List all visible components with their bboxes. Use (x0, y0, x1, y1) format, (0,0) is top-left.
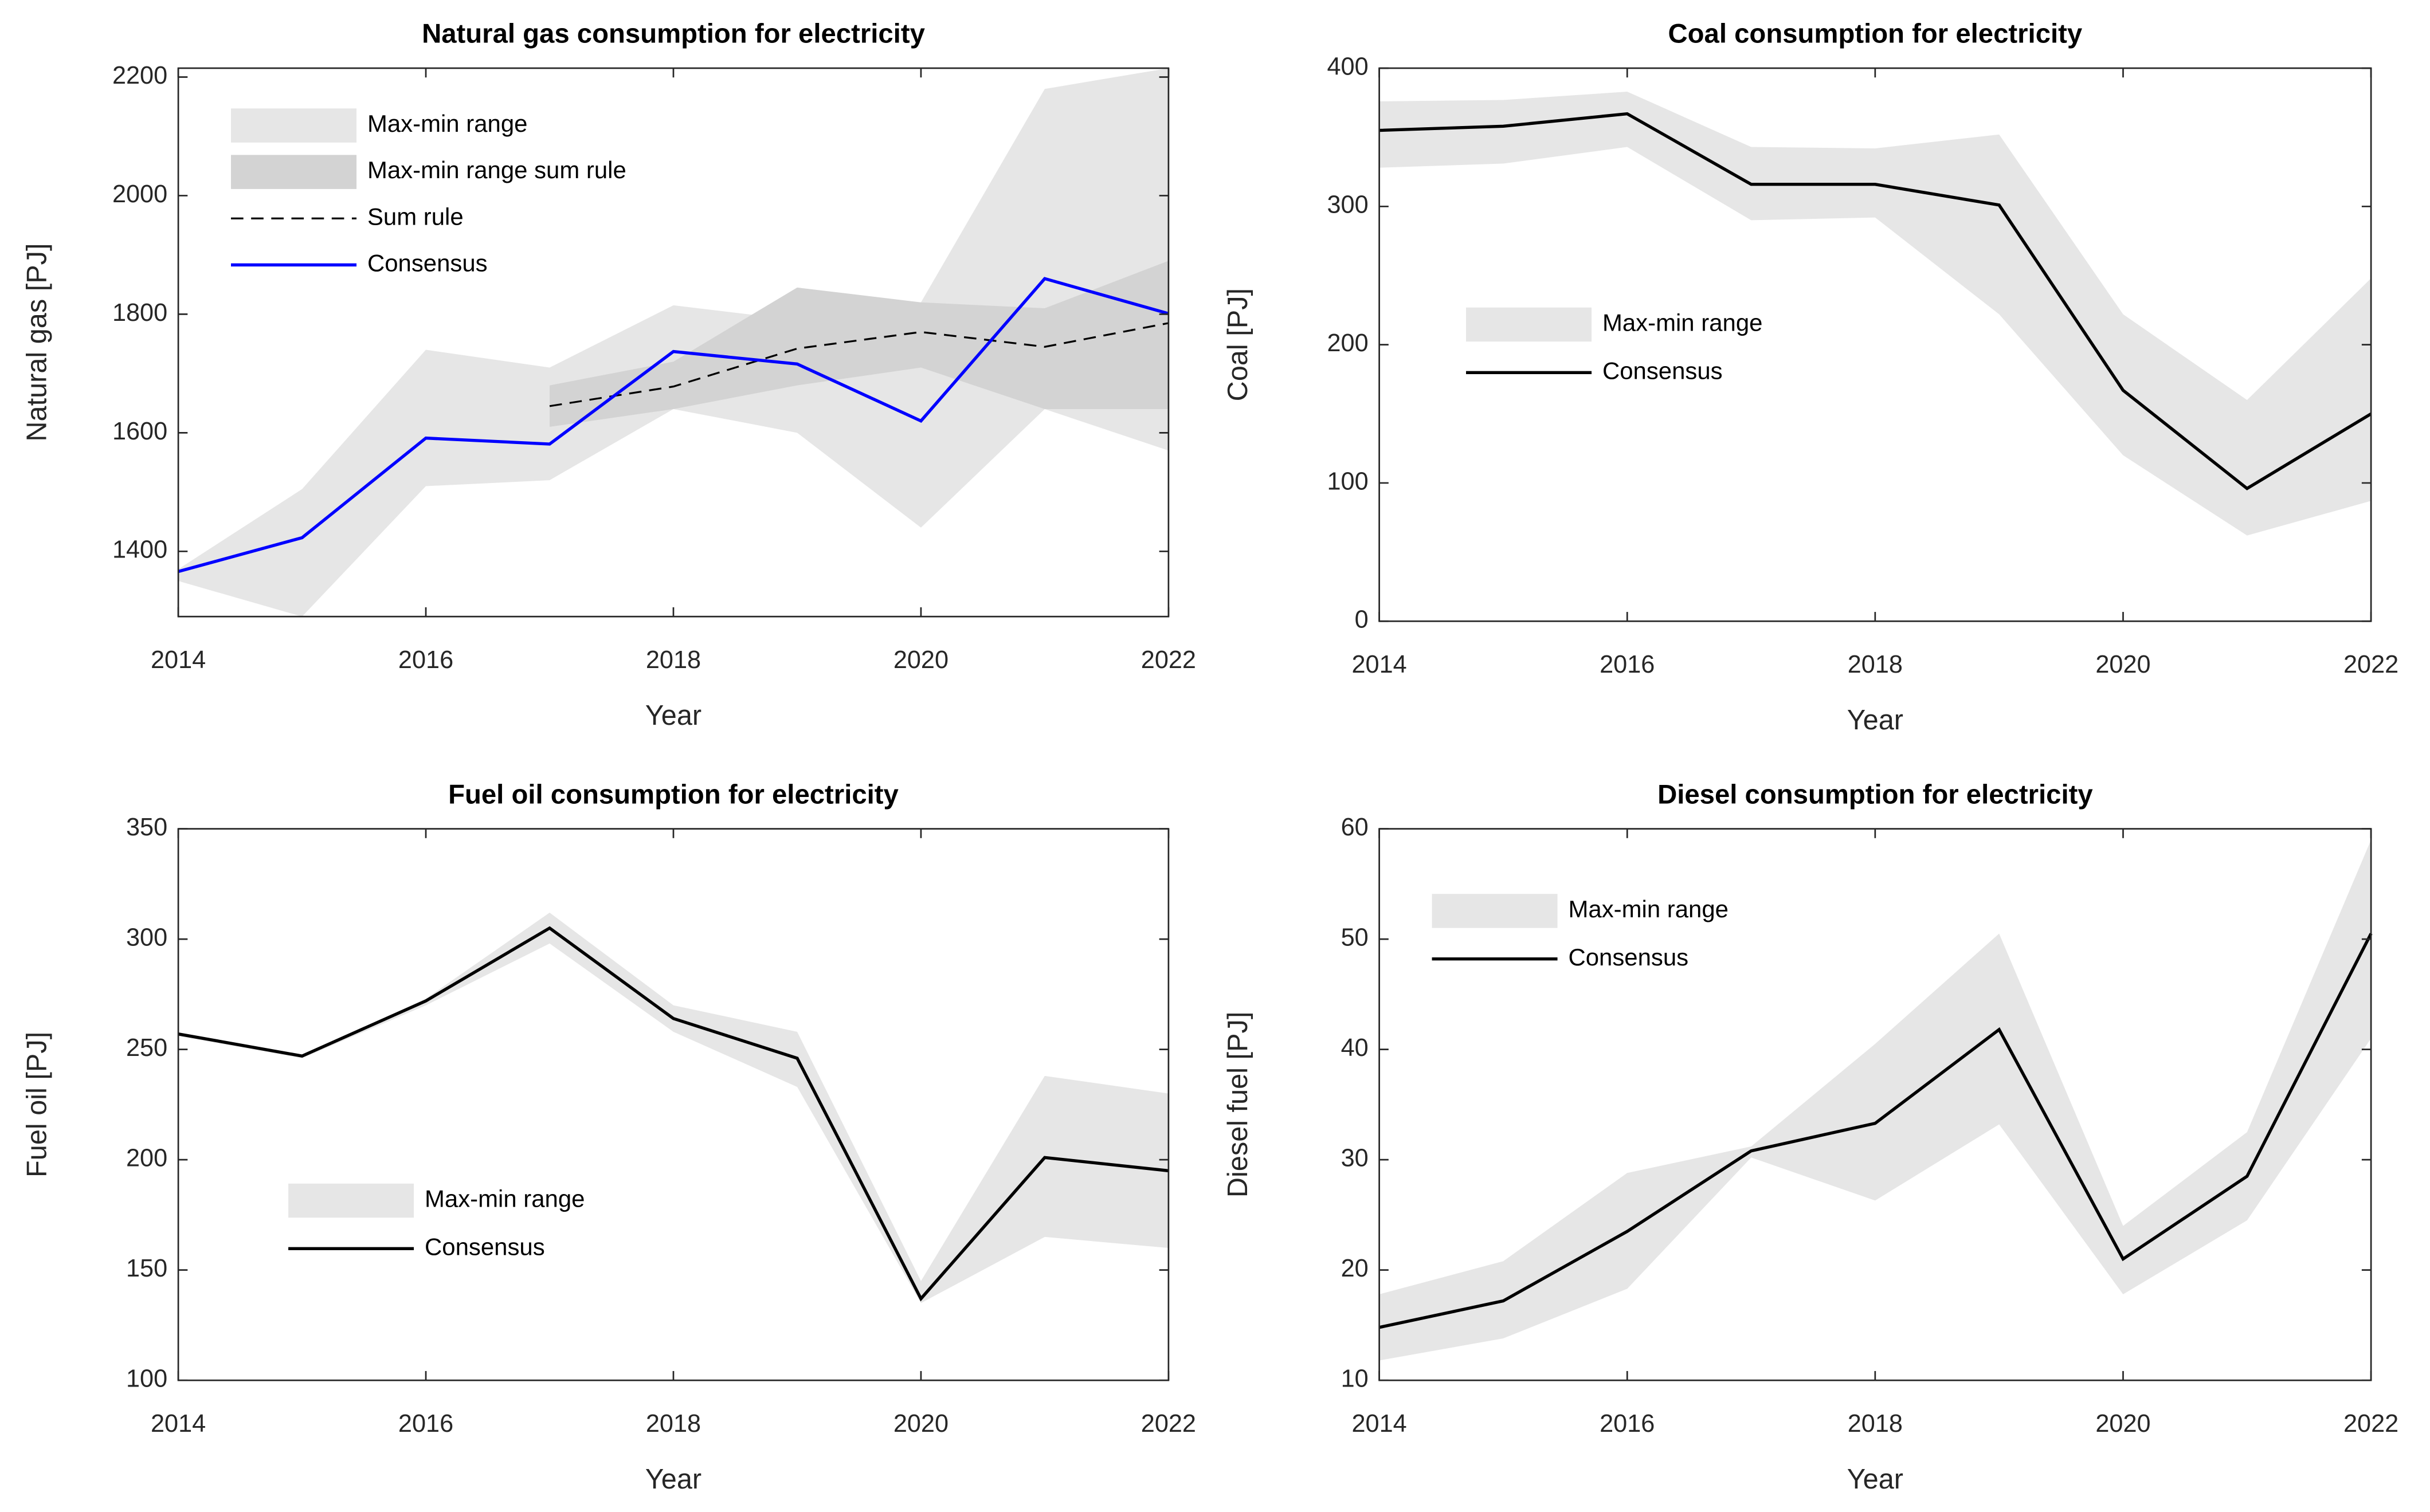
subplot: 2014 2016 2018 2020 2022 100 150 200 250 300 350 Fu… (22, 779, 1196, 1494)
legend-label: Consensus (1568, 944, 1688, 971)
x-tick-label: 2022 (1141, 646, 1196, 674)
y-tick-label: 2200 (112, 62, 167, 89)
y-tick-label: 0 (1355, 606, 1369, 634)
y-axis-label: Diesel fuel [PJ] (1222, 1012, 1253, 1198)
chart-title: Fuel oil consumption for electricity (448, 779, 899, 810)
x-tick-label: 2018 (646, 1410, 701, 1438)
x-tick-label: 2022 (2343, 651, 2398, 678)
y-axis-label: Natural gas [PJ] (22, 243, 53, 441)
x-tick-label: 2020 (893, 646, 949, 674)
legend-label: Consensus (425, 1233, 545, 1260)
legend-label: Max-min range (1602, 309, 1762, 336)
x-tick-label: 2020 (893, 1410, 949, 1438)
x-tick-label: 2014 (151, 646, 206, 674)
subplot: 2014 2016 2018 2020 2022 10 20 30 40 50 60 Diesel c… (1222, 779, 2398, 1494)
y-tick-label: 1800 (112, 299, 167, 327)
x-tick-label: 2022 (1141, 1410, 1196, 1438)
legend-swatch (231, 155, 357, 189)
x-tick-label: 2018 (646, 646, 701, 674)
x-tick-label: 2016 (398, 1410, 453, 1438)
series-line (1379, 933, 2373, 1329)
legend-swatch (1466, 307, 1592, 342)
y-tick-label: 100 (126, 1365, 167, 1393)
legend-label: Max-min range (367, 110, 527, 137)
x-axis-label: Year (1847, 1464, 1903, 1495)
legend-label: Max-min range (1568, 896, 1728, 922)
chart-title: Diesel consumption for electricity (1657, 779, 2093, 810)
y-axis-label: Coal [PJ] (1222, 288, 1253, 401)
y-tick-label: 1400 (112, 536, 167, 564)
x-tick-label: 2020 (2095, 1410, 2150, 1438)
legend-label: Consensus (1602, 357, 1723, 384)
x-tick-label: 2018 (1848, 1410, 1903, 1438)
series-line (549, 322, 1169, 407)
y-tick-label: 100 (1327, 468, 1369, 495)
x-axis-label: Year (645, 1464, 701, 1495)
x-tick-label: 2014 (1352, 651, 1407, 678)
x-tick-label: 2016 (1600, 651, 1655, 678)
y-tick-label: 50 (1341, 924, 1369, 952)
y-tick-label: 250 (126, 1034, 167, 1062)
chart-title: Coal consumption for electricity (1668, 19, 2082, 49)
x-axis-label: Year (645, 700, 701, 731)
series-line (1379, 112, 2372, 490)
y-tick-label: 20 (1341, 1255, 1369, 1282)
y-tick-label: 300 (126, 924, 167, 952)
y-axis-label: Fuel oil [PJ] (22, 1032, 53, 1177)
series-line (178, 277, 1169, 574)
plot-area (178, 828, 1169, 1381)
range-band (550, 261, 1169, 427)
y-tick-label: 10 (1341, 1365, 1369, 1393)
legend-label: Consensus (367, 249, 488, 276)
y-tick-label: 1600 (112, 418, 167, 445)
y-tick-label: 30 (1341, 1145, 1369, 1172)
y-tick-label: 60 (1341, 814, 1369, 841)
y-tick-label: 150 (126, 1255, 167, 1282)
y-tick-label: 40 (1341, 1034, 1369, 1062)
x-tick-label: 2014 (1352, 1410, 1407, 1438)
series-line (178, 926, 1169, 1302)
x-axis-label: Year (1847, 705, 1903, 736)
legend-label: Max-min range (425, 1185, 585, 1212)
legend-swatch (288, 1183, 414, 1218)
x-tick-label: 2020 (2095, 651, 2150, 678)
y-tick-label: 200 (126, 1145, 167, 1172)
y-tick-label: 400 (1327, 53, 1369, 80)
y-tick-label: 350 (126, 814, 167, 841)
chart-title: Natural gas consumption for electricity (422, 19, 926, 49)
x-tick-label: 2022 (2343, 1410, 2398, 1438)
y-tick-label: 2000 (112, 180, 167, 208)
x-tick-label: 2016 (398, 646, 453, 674)
range-band (178, 68, 1169, 617)
legend-swatch (231, 108, 357, 143)
subplot: 2014 2016 2018 2020 2022 1400 1600 1800 2000 2200… (22, 19, 1196, 731)
y-tick-label: 300 (1327, 191, 1369, 219)
legend-swatch (1432, 894, 1558, 928)
legend-label: Sum rule (367, 203, 464, 230)
x-tick-label: 2014 (151, 1410, 206, 1438)
x-tick-label: 2018 (1848, 651, 1903, 678)
subplot: 2014 2016 2018 2020 2022 0 100 200 300 400 Coal co… (1222, 19, 2398, 736)
range-band (1379, 91, 2372, 536)
y-tick-label: 200 (1327, 329, 1369, 357)
legend-label: Max-min range sum rule (367, 156, 626, 183)
x-tick-label: 2016 (1600, 1410, 1655, 1438)
